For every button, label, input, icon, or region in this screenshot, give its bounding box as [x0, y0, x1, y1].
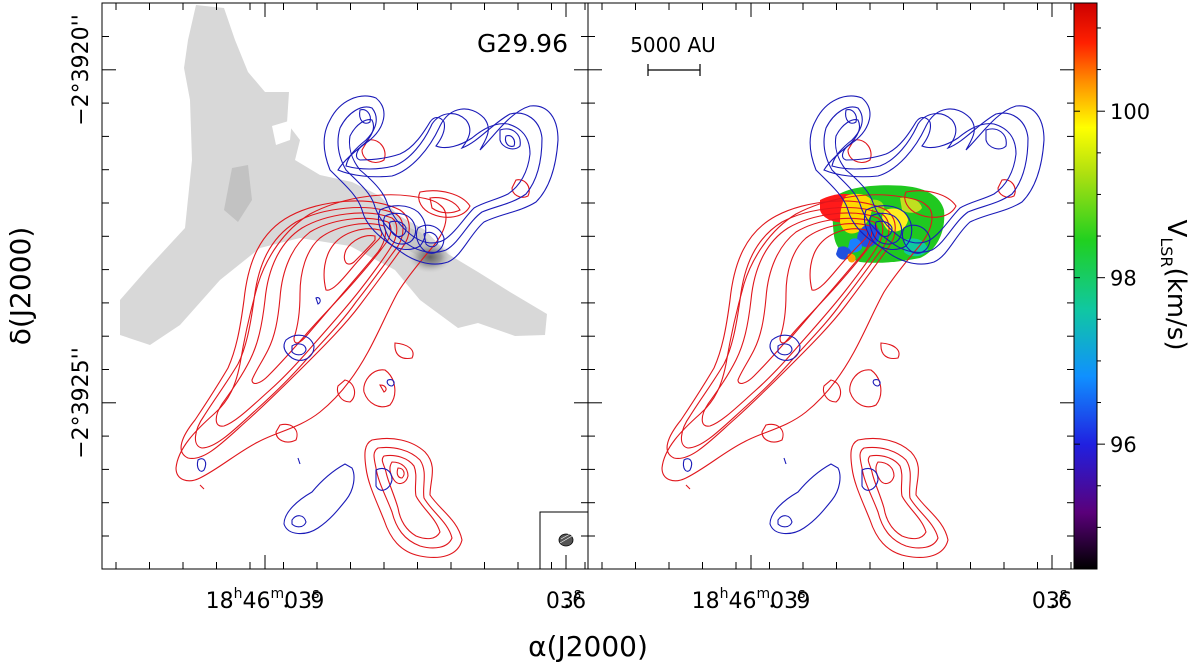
right-panel: 5000 AU [587, 2, 1075, 570]
colorbar-tick-label: 98 [1110, 267, 1137, 291]
x-tick-label-left-1: 18h46m03s9 [206, 586, 325, 614]
red-contours [175, 139, 530, 558]
colorbar-unit-rest: (km/s) [1161, 268, 1191, 351]
x-axis-label: α(J2000) [528, 630, 648, 663]
y-tick-label-1: −2°3920'' [69, 14, 94, 126]
colorbar-ticks: 96 98 100 [1074, 27, 1150, 528]
colorbar-unit-sub: LSR [1157, 237, 1176, 267]
continuum-emission [120, 5, 547, 345]
x-tick-label-left-2: 03s6 [546, 586, 586, 614]
scale-bar-label: 5000 AU [630, 33, 716, 57]
blue-contours-right [682, 95, 1045, 535]
colorbar-tick-label: 100 [1110, 100, 1150, 124]
x-tick-label-right-1: 18h46m03s9 [692, 586, 811, 614]
y-axis-label: δ(J2000) [4, 227, 37, 346]
colorbar: 96 98 100 VLSR(km/s) [1073, 2, 1191, 570]
scale-bar: 5000 AU [630, 33, 716, 76]
source-label: G29.96 [477, 29, 568, 58]
colorbar-tick-label: 96 [1110, 433, 1137, 457]
colorbar-gradient [1073, 2, 1098, 570]
y-tick-label-2: −2°3925'' [69, 347, 94, 459]
y-tick-labels: −2°3920'' −2°3925'' [69, 14, 94, 459]
red-contours-right [661, 139, 1016, 558]
colorbar-unit-v: V [1161, 220, 1191, 238]
axis-ticks [102, 3, 1074, 569]
colorbar-unit: VLSR(km/s) [1157, 220, 1191, 351]
blue-contours [196, 95, 559, 535]
x-tick-labels: 18h46m03s9 03s6 18h46m03s9 03s6 [206, 586, 1073, 614]
beam-inset [539, 511, 588, 569]
svg-text:VLSR(km/s): VLSR(km/s) [1157, 220, 1191, 351]
left-panel: G29.96 [101, 2, 589, 570]
x-tick-label-right-2: 03s6 [1032, 586, 1072, 614]
right-frame [587, 2, 1075, 570]
